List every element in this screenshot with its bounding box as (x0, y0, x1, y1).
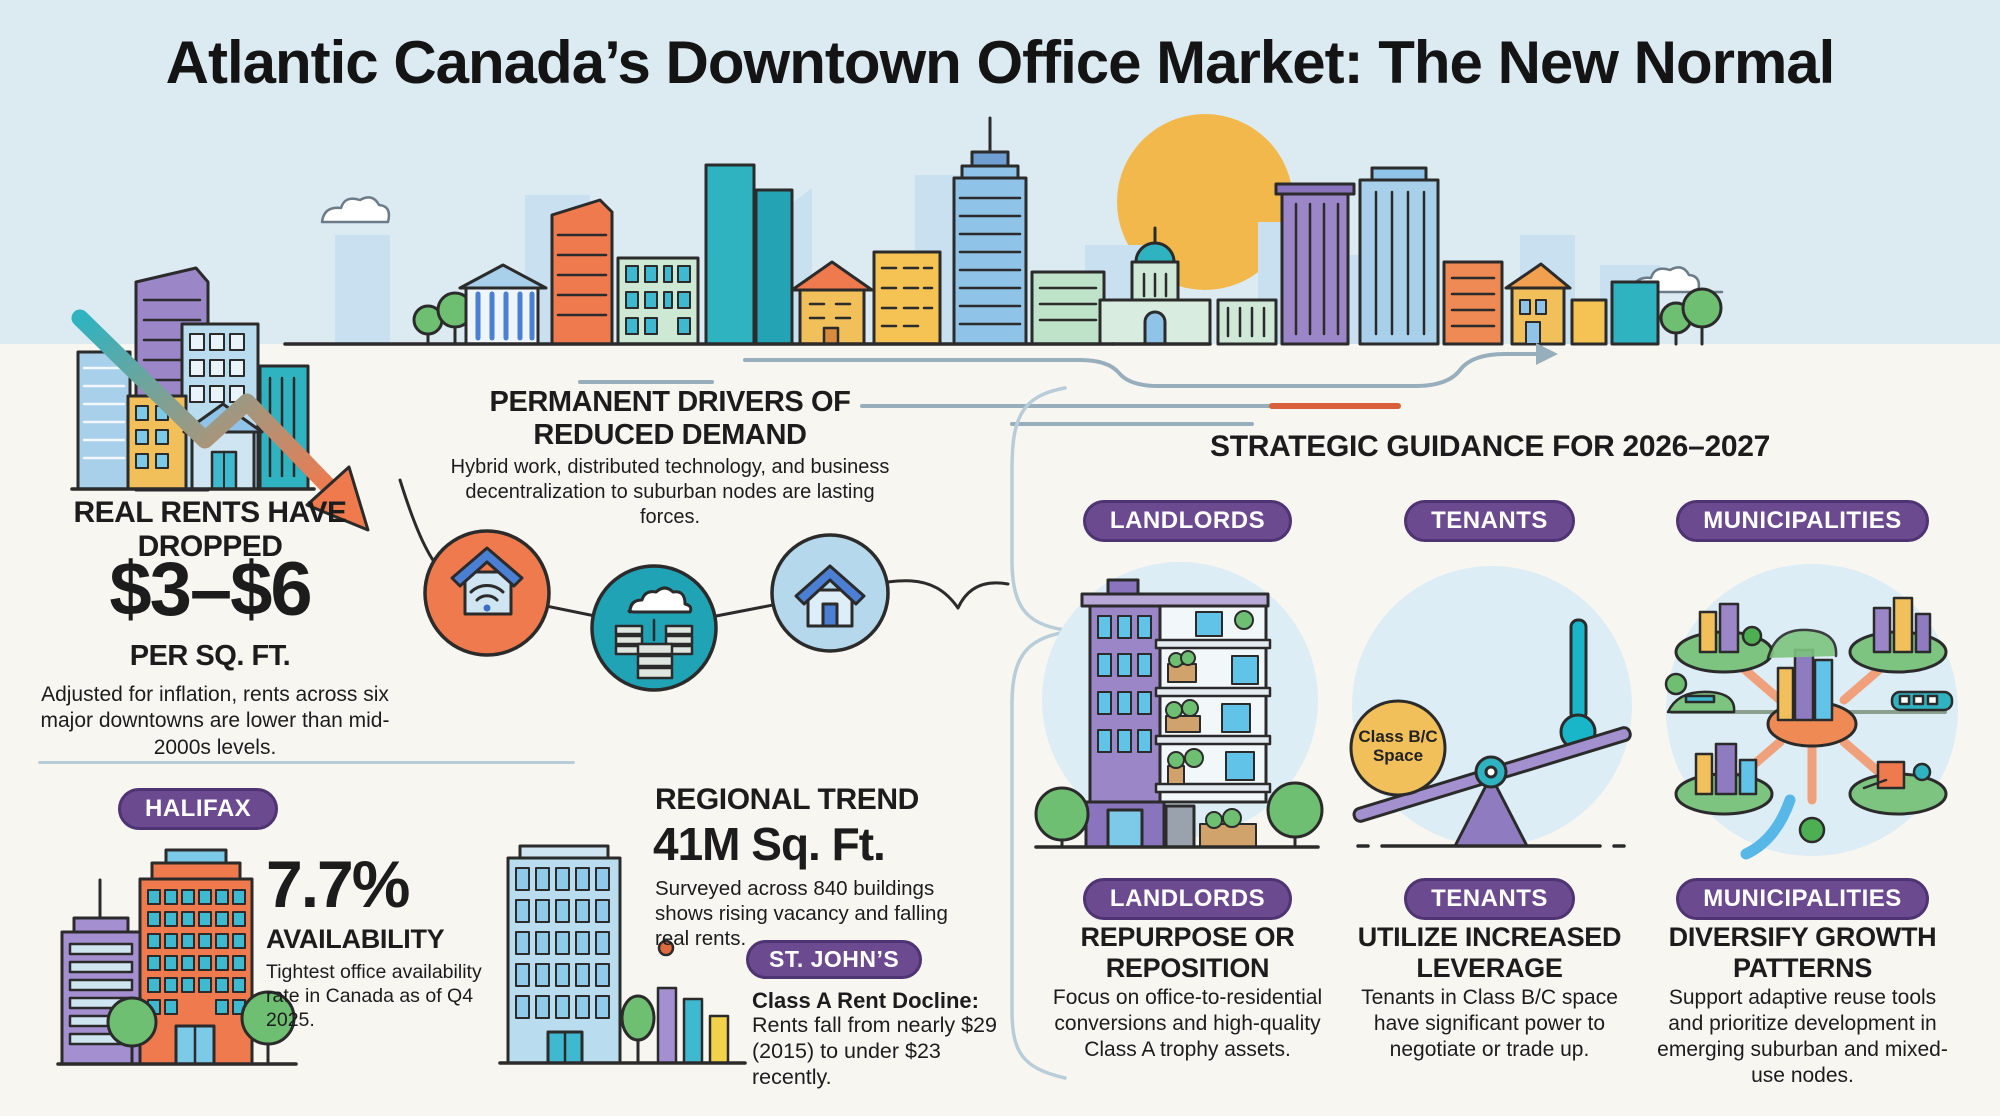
suburb-node (1674, 742, 1774, 816)
halifax-pill-wrap: HALIFAX (118, 788, 279, 830)
halifax-buildings-illustration (56, 848, 298, 1066)
landlords-bottom-pill-row: LANDLORDS (1030, 878, 1345, 920)
chart-dot (657, 939, 675, 957)
class-bc-space-badge: Class B/C Space (1358, 727, 1438, 766)
small-yellow-house (1504, 262, 1572, 346)
flow-lines (578, 343, 1558, 426)
halifax-note: Tightest office availability rate in Can… (266, 961, 482, 1032)
landlords-note: Focus on office-to-residential conversio… (1052, 986, 1323, 1062)
left-section-divider (38, 761, 575, 764)
hybrid-work-icon (423, 529, 551, 657)
halifax-availability-label: AVAILABILITY (266, 924, 445, 954)
landlords-title: REPURPOSE OR REPOSITION (1080, 922, 1295, 984)
light-blue-tower (1358, 166, 1440, 346)
regional-trend-note: Surveyed across 840 buildings shows risi… (655, 877, 948, 950)
stjohns-pill: ST. JOHN’S (746, 940, 923, 979)
page-title: Atlantic Canada’s Downtown Office Market… (165, 29, 1836, 96)
river (1740, 794, 1796, 860)
municipalities-bottom-pill-row: MUNICIPALITIES (1645, 878, 1960, 920)
landlords-conversion-illustration (1034, 562, 1324, 849)
city-skyline-illustration (283, 114, 1724, 346)
distributed-technology-icon (590, 564, 718, 692)
class-bc-weight (1349, 699, 1447, 797)
municipalities-pill: MUNICIPALITIES (1676, 500, 1929, 542)
regional-building-chart-illustration (498, 844, 747, 1065)
tenants-bottom-pill-row: TENANTS (1332, 878, 1647, 920)
mini-bar-chart (656, 939, 730, 1065)
suburb-node (1848, 760, 1948, 816)
suburban-home-icon (770, 533, 890, 653)
guidance-heading: STRATEGIC GUIDANCE FOR 2026–2027 (1209, 430, 1770, 463)
rents-unit: PER SQ. FT. (129, 640, 291, 672)
train-icon (1890, 690, 1954, 712)
landlords-top-pill-row: LANDLORDS (1030, 500, 1345, 542)
regional-trend-heading: REGIONAL TREND (655, 783, 919, 816)
stjohns-pill-wrap: ST. JOHN’S (746, 940, 923, 979)
landlords-pill: LANDLORDS (1082, 500, 1293, 542)
blue-skyscraper (952, 116, 1028, 346)
halifax-pill: HALIFAX (118, 788, 279, 830)
rents-value: $3–$6 (109, 547, 312, 632)
suburb-node (1674, 602, 1774, 674)
stjohns-lead: Class A Rent Docline: (752, 988, 979, 1013)
falling-arrow-icon (71, 309, 339, 497)
tenants-pill: TENANTS (1404, 500, 1575, 542)
church-dome-building (1098, 226, 1212, 346)
tenants-pill: TENANTS (1404, 878, 1575, 920)
municipalities-network-illustration (1664, 564, 1958, 860)
suburb-node (1848, 596, 1948, 674)
cloud-icon (320, 196, 391, 224)
rents-note: Adjusted for inflation, rents across six… (40, 683, 390, 759)
stjohns-note: Rents fall from nearly $29 (2015) to und… (752, 1013, 997, 1089)
municipalities-pill: MUNICIPALITIES (1676, 878, 1929, 920)
tenants-note: Tenants in Class B/C space have signific… (1361, 986, 1618, 1062)
municipalities-top-pill-row: MUNICIPALITIES (1645, 500, 1960, 542)
classical-building (458, 263, 548, 346)
purple-tower (1274, 182, 1356, 346)
rents-heading: REAL RENTS HAVE DROPPED (73, 496, 347, 564)
park-strip (1664, 672, 1736, 714)
tenants-seesaw-illustration (1349, 566, 1632, 848)
municipalities-note: Support adaptive reuse tools and priorit… (1657, 986, 1948, 1088)
tenants-top-pill-row: TENANTS (1332, 500, 1647, 542)
declining-rents-illustration (70, 266, 370, 532)
flow-arrow-icon (1536, 343, 1558, 365)
regional-trend-value: 41M Sq. Ft. (653, 818, 886, 870)
tenants-title: UTILIZE INCREASED LEVERAGE (1357, 922, 1622, 984)
halifax-availability-value: 7.7% (266, 847, 410, 921)
drivers-note: Hybrid work, distributed technology, and… (450, 456, 890, 528)
falling-arrow-head (305, 465, 370, 532)
drivers-heading: PERMANENT DRIVERS OF REDUCED DEMAND (489, 386, 851, 452)
municipalities-title: DIVERSIFY GROWTH PATTERNS (1668, 922, 1937, 984)
landlords-pill: LANDLORDS (1082, 878, 1293, 920)
downtown-hub (1766, 648, 1858, 748)
